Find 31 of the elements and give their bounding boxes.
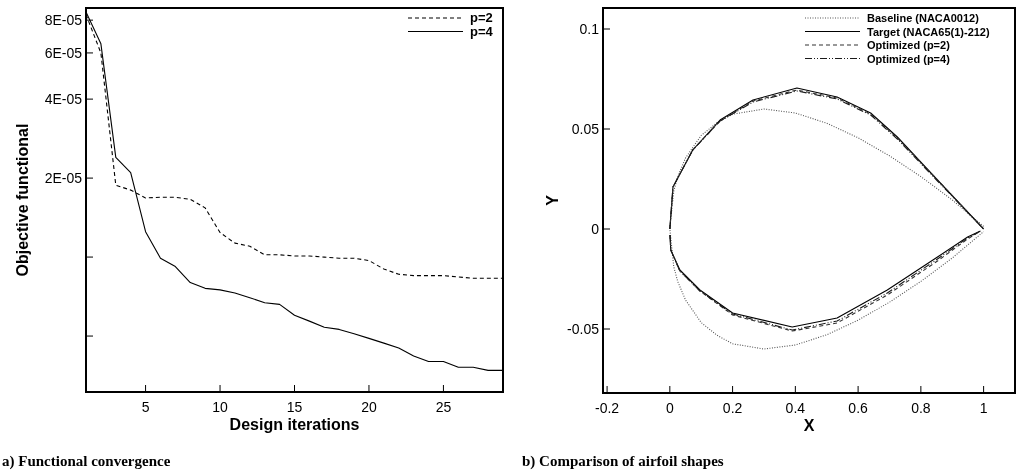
- x-tick-label: 10: [212, 399, 229, 415]
- x-tick-label: 0.6: [848, 400, 869, 416]
- y-tick-label: 8E-05: [44, 12, 83, 29]
- y-tick-label: 2E-05: [44, 170, 83, 187]
- x-axis-title: X: [803, 417, 815, 434]
- x-tick-label: -0.2: [595, 400, 620, 416]
- x-tick-label: 20: [361, 399, 377, 415]
- x-tick-label: 0.8: [911, 400, 931, 416]
- legend-label: Optimized (p=4): [867, 52, 951, 65]
- text: a) Functional convergence: [2, 453, 171, 470]
- y-axis-title: Objective functional: [14, 123, 31, 277]
- x-tick-label: 0: [665, 400, 674, 416]
- x-tick-label: 0.4: [785, 400, 806, 416]
- y-tick-label: -0.05: [567, 321, 600, 337]
- legend-label: Target (NACA65(1)-212): [867, 25, 990, 38]
- x-tick-label: 5: [141, 399, 150, 415]
- x-tick-label: 0.2: [722, 400, 743, 416]
- x-tick-label: 25: [435, 399, 452, 415]
- y-tick-label: 4E-05: [44, 91, 83, 108]
- legend-label: p=2: [470, 10, 493, 25]
- y-axis-title: Y: [544, 194, 561, 206]
- x-tick-label: 1: [979, 400, 988, 416]
- y-tick-label: 0.1: [579, 21, 600, 37]
- y-tick-label: 6E-05: [44, 44, 83, 61]
- legend-label: Baseline (NACA0012): [867, 12, 980, 24]
- legend-label: Optimized (p=2): [867, 39, 951, 51]
- y-tick-label: 0.05: [571, 121, 600, 137]
- x-tick-label: 15: [286, 399, 303, 415]
- x-axis-title: Design iterations: [229, 416, 360, 433]
- y-tick-label: 0: [591, 221, 600, 237]
- text: b) Comparison of airfoil shapes: [522, 453, 724, 470]
